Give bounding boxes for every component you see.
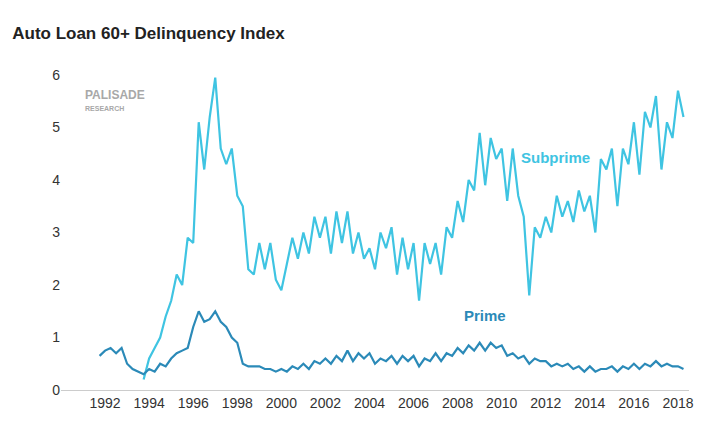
svg-text:0: 0 (52, 382, 60, 398)
svg-text:6: 6 (52, 67, 60, 83)
svg-text:Prime: Prime (464, 307, 506, 324)
svg-text:2004: 2004 (354, 395, 385, 411)
svg-text:2: 2 (52, 277, 60, 293)
svg-text:2014: 2014 (574, 395, 605, 411)
svg-text:2002: 2002 (310, 395, 341, 411)
svg-text:3: 3 (52, 224, 60, 240)
svg-text:4: 4 (52, 172, 60, 188)
svg-text:Auto Loan 60+ Delinquency Inde: Auto Loan 60+ Delinquency Index (12, 24, 285, 43)
svg-text:2016: 2016 (618, 395, 649, 411)
svg-text:PALISADE: PALISADE (85, 88, 145, 102)
svg-text:2012: 2012 (530, 395, 561, 411)
svg-text:1996: 1996 (178, 395, 209, 411)
svg-text:2018: 2018 (662, 395, 693, 411)
svg-text:1: 1 (52, 329, 60, 345)
svg-text:1992: 1992 (89, 395, 120, 411)
svg-text:5: 5 (52, 119, 60, 135)
svg-text:1994: 1994 (134, 395, 165, 411)
svg-text:2008: 2008 (442, 395, 473, 411)
svg-text:2010: 2010 (486, 395, 517, 411)
svg-text:1998: 1998 (222, 395, 253, 411)
svg-text:Subprime: Subprime (521, 149, 590, 166)
svg-text:2000: 2000 (266, 395, 297, 411)
svg-text:2006: 2006 (398, 395, 429, 411)
svg-text:RESEARCH: RESEARCH (85, 105, 124, 112)
